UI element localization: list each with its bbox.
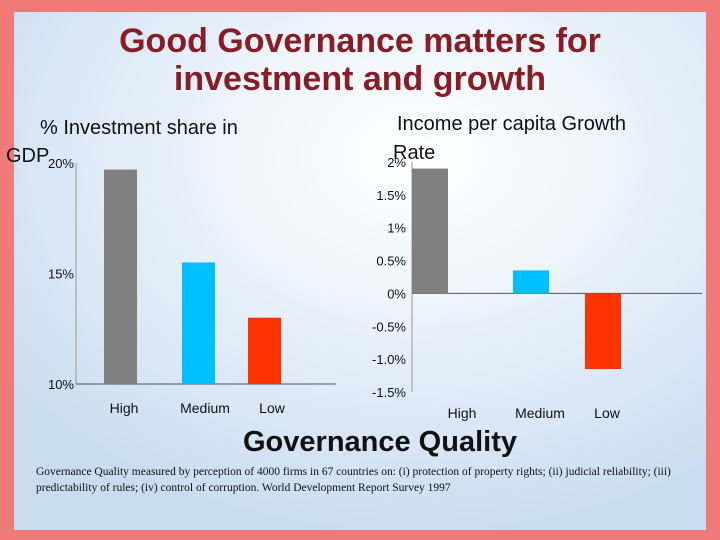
growth-bar-medium [513, 270, 549, 294]
investment-category-label: High [110, 400, 139, 416]
growth-chart-title-line1: Income per capita Growth [397, 113, 626, 135]
investment-y-tick-label: 15% [48, 267, 74, 282]
footnote: Governance Quality measured by perceptio… [36, 466, 671, 494]
investment-y-tick-label: 20% [48, 156, 74, 171]
investment-chart-title-line2: GDP [6, 145, 50, 167]
investment-bar-medium [182, 262, 215, 384]
growth-bar-low [585, 293, 621, 369]
growth-category-label: High [448, 405, 477, 421]
slide-title-line2: investment and growth [173, 60, 547, 98]
growth-category-label: Medium [515, 405, 565, 421]
growth-y-tick-label: 0% [387, 286, 406, 301]
growth-chart-title-line2: Rate [393, 142, 436, 164]
growth-y-tick-label: -1.5% [372, 385, 406, 400]
growth-y-tick-label: -1.0% [372, 352, 406, 367]
growth-y-tick-label: -0.5% [372, 319, 406, 334]
growth-y-tick-label: 2% [387, 155, 406, 170]
investment-chart-title-line1: % Investment share in [40, 117, 238, 139]
growth-y-tick-label: 1% [387, 221, 406, 236]
investment-bar-high [104, 169, 137, 384]
growth-y-tick-label: 0.5% [376, 254, 406, 269]
growth-bar-high [412, 168, 448, 294]
slide-title-line1: Good Governance matters for [119, 22, 601, 60]
growth-y-tick-label: 1.5% [376, 188, 406, 203]
investment-category-label: Medium [180, 400, 230, 416]
investment-category-label: Low [259, 400, 286, 416]
investment-bar-low [248, 317, 281, 384]
governance-quality-label: Governance Quality [243, 426, 517, 458]
growth-category-label: Low [594, 405, 621, 421]
investment-y-tick-label: 10% [48, 377, 74, 392]
